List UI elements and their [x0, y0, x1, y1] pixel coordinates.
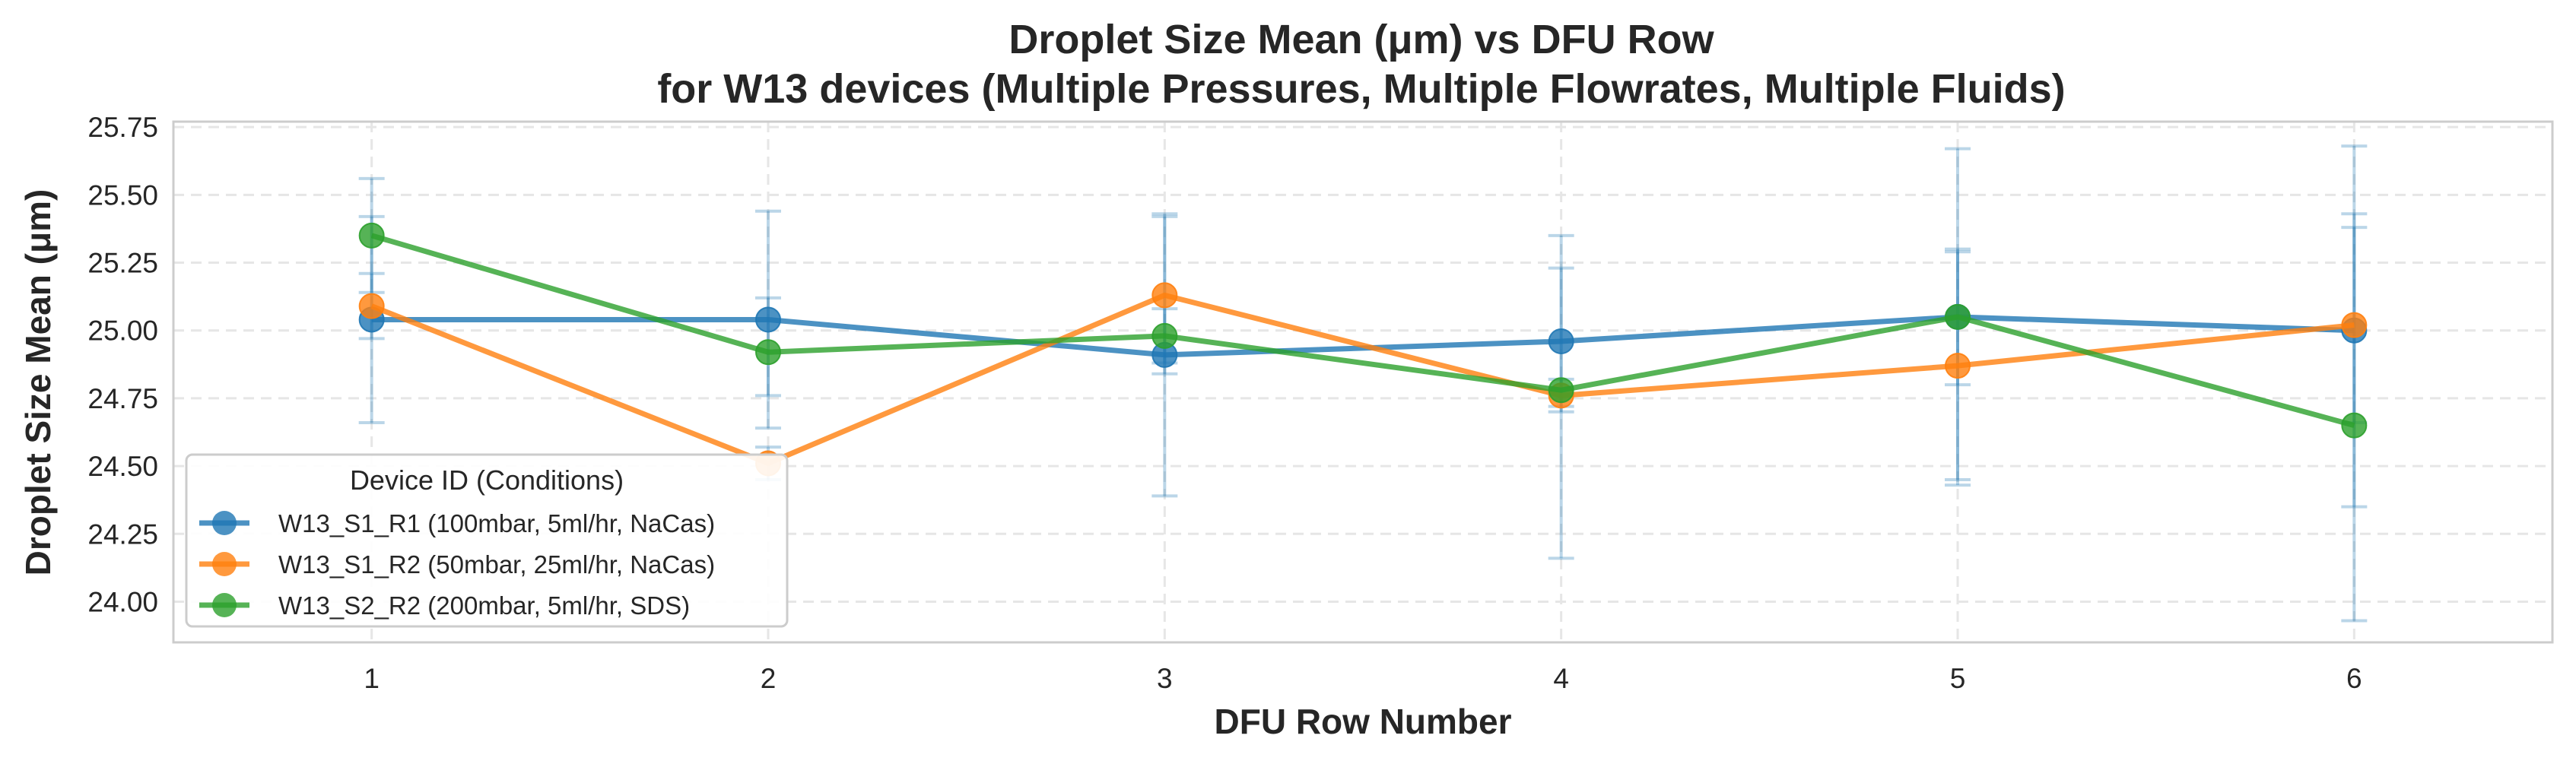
legend-label: W13_S1_R1 (100mbar, 5ml/hr, NaCas) [278, 509, 715, 537]
x-tick-label: 1 [364, 663, 380, 694]
series-2 [358, 282, 2368, 477]
data-point [358, 222, 385, 249]
y-tick-label: 25.75 [87, 112, 158, 143]
series-line [370, 233, 2355, 428]
plot-area [172, 120, 2554, 644]
data-point [1151, 322, 1178, 349]
legend: Device ID (Conditions) W13_S1_R1 (100mba… [185, 453, 789, 628]
data-point [1945, 303, 1971, 330]
chart-title-line2: for W13 devices (Multiple Pressures, Mul… [657, 66, 2065, 112]
legend-marker [212, 593, 237, 617]
y-tick-label: 24.50 [87, 451, 158, 482]
x-tick-label: 4 [1553, 663, 1569, 694]
x-tick-label: 2 [761, 663, 777, 694]
data-point [755, 339, 781, 366]
data-point [1151, 282, 1178, 309]
chart-title-line1: Droplet Size Mean (μm) vs DFU Row [1008, 17, 1714, 62]
legend-item: W13_S1_R2 (50mbar, 25ml/hr, NaCas) [199, 550, 715, 579]
series-lines [358, 222, 2368, 477]
y-tick-label: 24.75 [87, 383, 158, 414]
x-tick-label: 5 [1950, 663, 1966, 694]
y-tick-label: 24.00 [87, 586, 158, 617]
y-tick-label: 24.25 [87, 518, 158, 550]
grid-lines [173, 122, 2552, 642]
legend-title: Device ID (Conditions) [350, 464, 624, 496]
series-line [370, 292, 2355, 467]
data-point [755, 306, 781, 333]
data-point [1548, 377, 1574, 404]
series-3 [358, 222, 2368, 439]
legend-item: W13_S2_R2 (200mbar, 5ml/hr, SDS) [199, 591, 690, 620]
legend-box [185, 453, 789, 628]
axis-ticks: 24.00 24.25 24.50 24.75 25.00 25.25 25.50 25.75… [87, 112, 2362, 694]
legend-marker [212, 511, 237, 535]
series-1 [358, 303, 2368, 368]
legend-marker [212, 552, 237, 576]
legend-label: W13_S1_R2 (50mbar, 25ml/hr, NaCas) [278, 550, 715, 579]
data-point [2341, 312, 2368, 338]
legend-label: W13_S2_R2 (200mbar, 5ml/hr, SDS) [278, 591, 690, 620]
x-axis-label: DFU Row Number [1215, 702, 1512, 741]
data-point [1945, 353, 1971, 379]
y-axis-label: Droplet Size Mean (μm) [18, 189, 58, 576]
data-point [2341, 412, 2368, 439]
error-bars [358, 144, 2368, 623]
x-tick-label: 6 [2346, 663, 2362, 694]
y-tick-label: 25.25 [87, 248, 158, 279]
data-point [358, 293, 385, 319]
y-tick-label: 25.50 [87, 179, 158, 211]
data-point [1548, 328, 1574, 354]
legend-item: W13_S1_R1 (100mbar, 5ml/hr, NaCas) [199, 509, 715, 537]
x-tick-label: 3 [1157, 663, 1173, 694]
y-tick-label: 25.00 [87, 315, 158, 347]
